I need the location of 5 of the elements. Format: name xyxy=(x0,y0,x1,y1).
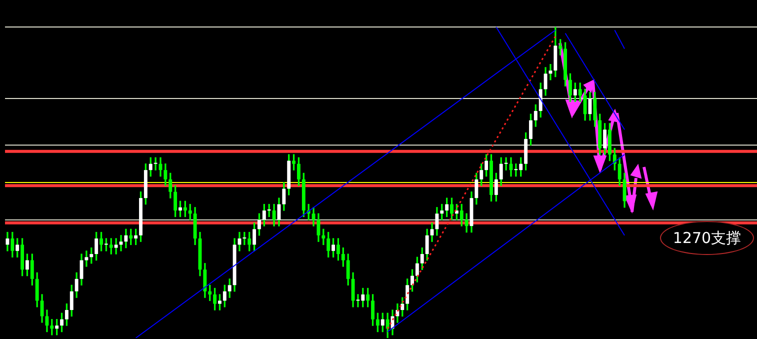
text: 1270支撑 xyxy=(660,221,754,255)
candlestick xyxy=(154,157,158,170)
candlestick xyxy=(84,250,88,267)
candlestick xyxy=(504,157,508,170)
candlestick xyxy=(242,232,246,246)
